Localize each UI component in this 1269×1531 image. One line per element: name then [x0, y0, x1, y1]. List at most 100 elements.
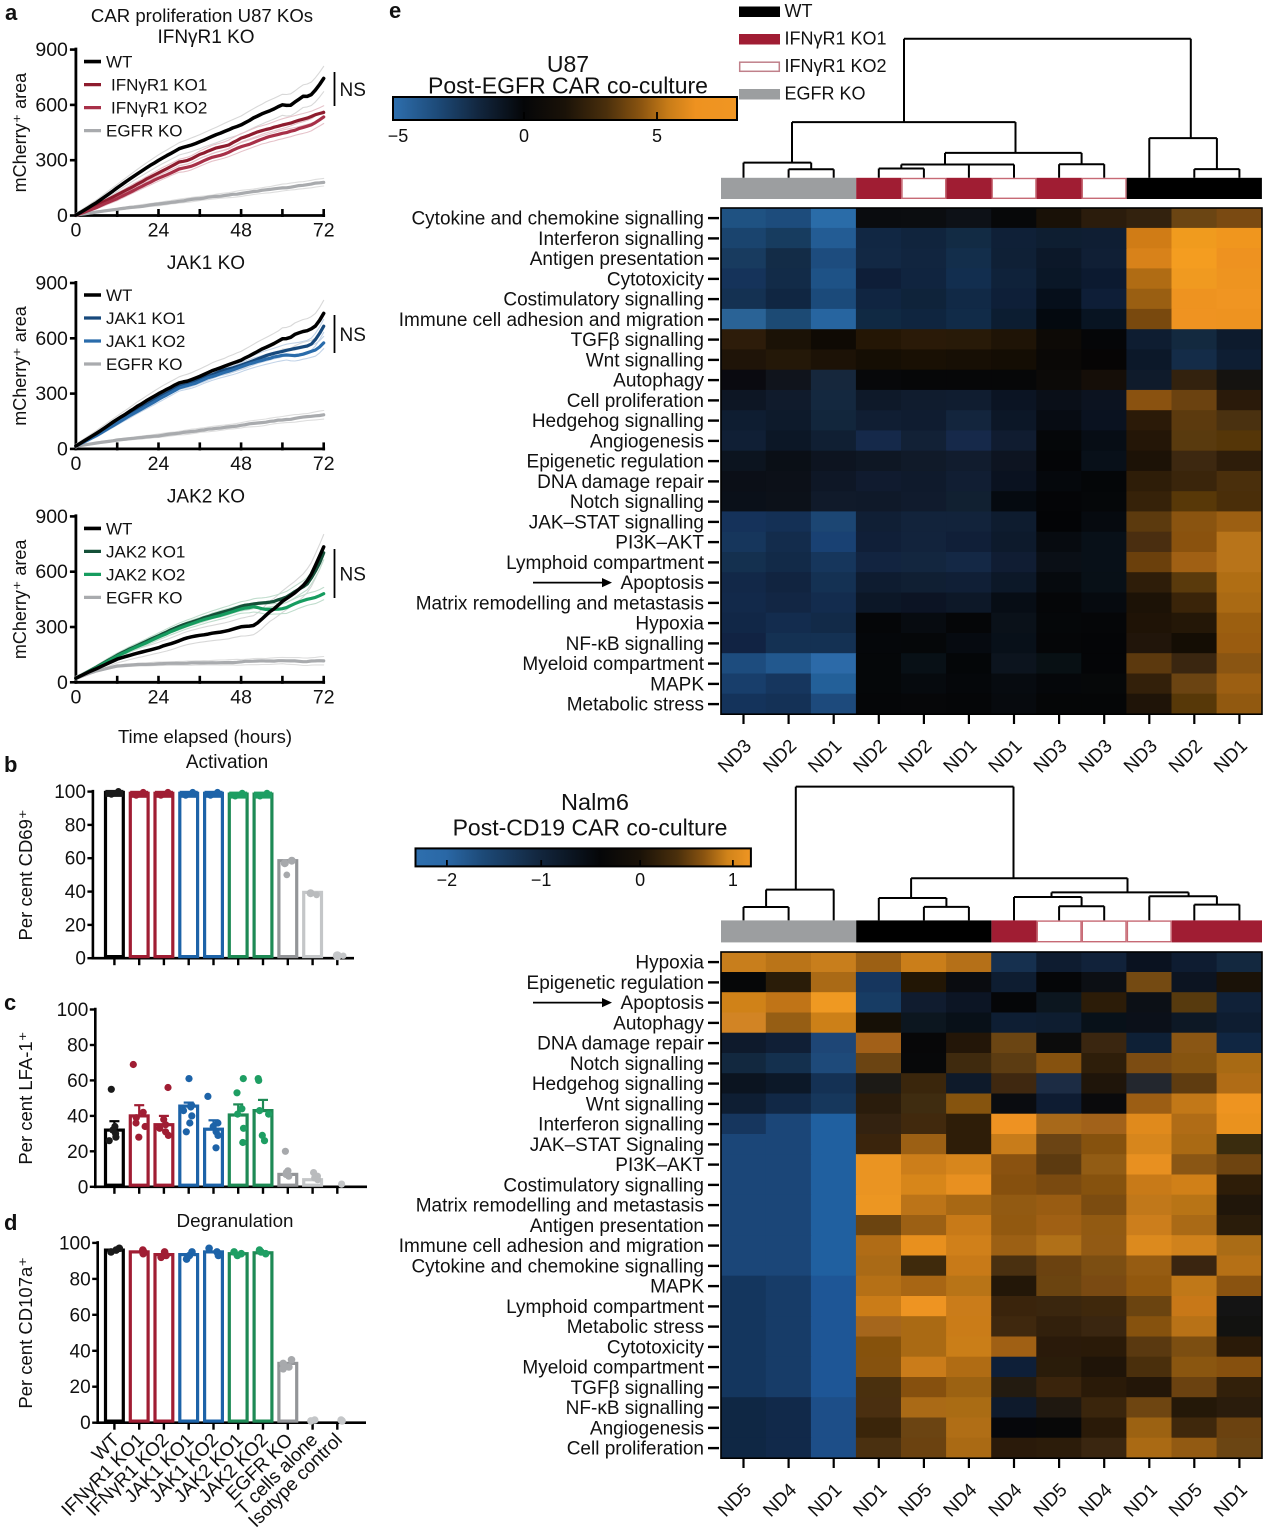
svg-text:JAK1 KO: JAK1 KO [167, 253, 245, 274]
svg-text:40: 40 [70, 1341, 91, 1362]
svg-text:Angiogenesis: Angiogenesis [590, 431, 704, 452]
svg-text:Per cent CD69⁺: Per cent CD69⁺ [15, 809, 36, 940]
svg-text:Hedgehog signalling: Hedgehog signalling [532, 1074, 704, 1095]
svg-text:DNA damage repair: DNA damage repair [537, 472, 705, 493]
svg-text:WT: WT [106, 286, 132, 305]
svg-text:WT: WT [106, 519, 132, 538]
svg-text:Nalm6: Nalm6 [561, 789, 629, 815]
svg-text:IFNγR1 KO2: IFNγR1 KO2 [785, 56, 887, 76]
svg-text:EGFR KO: EGFR KO [106, 588, 183, 607]
svg-text:20: 20 [67, 1142, 88, 1163]
svg-text:JAK2 KO: JAK2 KO [167, 486, 245, 507]
svg-text:Time elapsed (hours): Time elapsed (hours) [118, 726, 292, 747]
svg-text:Autophagy: Autophagy [613, 371, 704, 392]
svg-text:0: 0 [75, 949, 86, 970]
svg-text:0: 0 [57, 438, 68, 460]
svg-text:−2: −2 [437, 870, 458, 890]
svg-text:JAK1 KO2: JAK1 KO2 [106, 332, 185, 351]
svg-text:Notch signalling: Notch signalling [570, 492, 704, 513]
svg-text:100: 100 [54, 782, 86, 803]
svg-text:72: 72 [313, 453, 335, 475]
svg-text:NS: NS [340, 325, 366, 346]
svg-text:mCherry⁺ area: mCherry⁺ area [10, 305, 30, 426]
svg-text:100: 100 [59, 1233, 91, 1254]
svg-text:a: a [5, 0, 18, 25]
svg-text:20: 20 [65, 915, 86, 936]
svg-text:300: 300 [35, 383, 68, 405]
svg-text:Activation: Activation [186, 752, 268, 773]
svg-text:JAK2 KO2: JAK2 KO2 [106, 565, 185, 584]
svg-text:Post-CD19 CAR co-culture: Post-CD19 CAR co-culture [453, 815, 728, 841]
svg-text:TGFβ signalling: TGFβ signalling [571, 330, 704, 351]
svg-text:0: 0 [80, 1413, 91, 1434]
svg-text:Apoptosis: Apoptosis [621, 573, 704, 594]
svg-text:Wnt signalling: Wnt signalling [586, 1094, 704, 1115]
svg-text:1: 1 [728, 870, 738, 890]
svg-text:Immune cell adhesion and migra: Immune cell adhesion and migration [399, 310, 704, 331]
svg-text:0: 0 [70, 453, 81, 475]
svg-text:EGFR KO: EGFR KO [785, 84, 866, 104]
svg-text:900: 900 [35, 273, 68, 295]
svg-text:JAK2 KO1: JAK2 KO1 [106, 542, 185, 561]
svg-text:40: 40 [65, 882, 86, 903]
svg-text:60: 60 [67, 1071, 88, 1092]
svg-text:48: 48 [230, 686, 252, 708]
svg-text:Costimulatory signalling: Costimulatory signalling [503, 1175, 704, 1196]
svg-text:Apoptosis: Apoptosis [621, 993, 704, 1014]
svg-text:MAPK: MAPK [650, 1277, 704, 1298]
svg-text:EGFR KO: EGFR KO [106, 355, 183, 374]
svg-text:Antigen presentation: Antigen presentation [530, 1216, 704, 1237]
svg-text:DNA damage repair: DNA damage repair [537, 1034, 705, 1055]
svg-text:0: 0 [78, 1177, 89, 1198]
svg-text:72: 72 [313, 686, 335, 708]
svg-text:b: b [4, 752, 17, 777]
svg-text:60: 60 [70, 1305, 91, 1326]
svg-text:Matrix remodelling and metasta: Matrix remodelling and metastasis [416, 593, 704, 614]
svg-text:Autophagy: Autophagy [613, 1013, 704, 1034]
svg-text:Cytokine and chemokine signall: Cytokine and chemokine signalling [411, 209, 704, 230]
svg-text:NS: NS [340, 565, 366, 586]
svg-text:Hedgehog signalling: Hedgehog signalling [532, 411, 704, 432]
svg-text:600: 600 [35, 328, 68, 350]
svg-text:TGFβ signalling: TGFβ signalling [571, 1378, 704, 1399]
svg-text:Metabolic stress: Metabolic stress [567, 695, 704, 716]
svg-text:48: 48 [230, 453, 252, 475]
svg-text:Cytotoxicity: Cytotoxicity [607, 1337, 705, 1358]
svg-text:60: 60 [65, 849, 86, 870]
svg-text:MAPK: MAPK [650, 674, 704, 695]
svg-text:20: 20 [70, 1377, 91, 1398]
svg-text:PI3K–AKT: PI3K–AKT [615, 533, 704, 554]
svg-text:Per cent CD107a⁺: Per cent CD107a⁺ [15, 1257, 36, 1409]
svg-text:24: 24 [148, 220, 170, 242]
svg-text:100: 100 [57, 1000, 89, 1021]
svg-text:0: 0 [519, 126, 529, 146]
svg-text:JAK–STAT Signaling: JAK–STAT Signaling [530, 1135, 704, 1156]
svg-text:Myeloid compartment: Myeloid compartment [522, 1358, 704, 1379]
svg-text:Wnt signalling: Wnt signalling [586, 350, 704, 371]
svg-text:WT: WT [785, 1, 813, 21]
svg-text:0: 0 [635, 870, 645, 890]
svg-text:40: 40 [67, 1106, 88, 1127]
svg-text:EGFR KO: EGFR KO [106, 122, 183, 141]
svg-text:CAR proliferation U87 KOs: CAR proliferation U87 KOs [91, 5, 313, 26]
svg-text:Matrix remodelling and metasta: Matrix remodelling and metastasis [416, 1196, 704, 1217]
svg-text:d: d [4, 1210, 17, 1235]
svg-text:−1: −1 [531, 870, 552, 890]
svg-text:mCherry⁺ area: mCherry⁺ area [10, 72, 30, 193]
svg-text:IFNγR1 KO1: IFNγR1 KO1 [785, 29, 887, 49]
svg-text:JAK1 KO1: JAK1 KO1 [106, 309, 185, 328]
svg-text:Immune cell adhesion and migra: Immune cell adhesion and migration [399, 1236, 704, 1257]
svg-text:80: 80 [65, 815, 86, 836]
svg-text:300: 300 [35, 150, 68, 172]
svg-text:72: 72 [313, 220, 335, 242]
svg-text:0: 0 [57, 672, 68, 694]
svg-text:0: 0 [70, 686, 81, 708]
svg-text:900: 900 [35, 39, 68, 61]
svg-text:JAK–STAT signalling: JAK–STAT signalling [529, 512, 704, 533]
svg-text:Antigen presentation: Antigen presentation [530, 249, 704, 270]
svg-text:24: 24 [148, 453, 170, 475]
svg-text:Notch signalling: Notch signalling [570, 1054, 704, 1075]
svg-text:Cytotoxicity: Cytotoxicity [607, 269, 705, 290]
svg-text:Interferon signalling: Interferon signalling [538, 1115, 704, 1136]
svg-text:e: e [389, 0, 401, 23]
